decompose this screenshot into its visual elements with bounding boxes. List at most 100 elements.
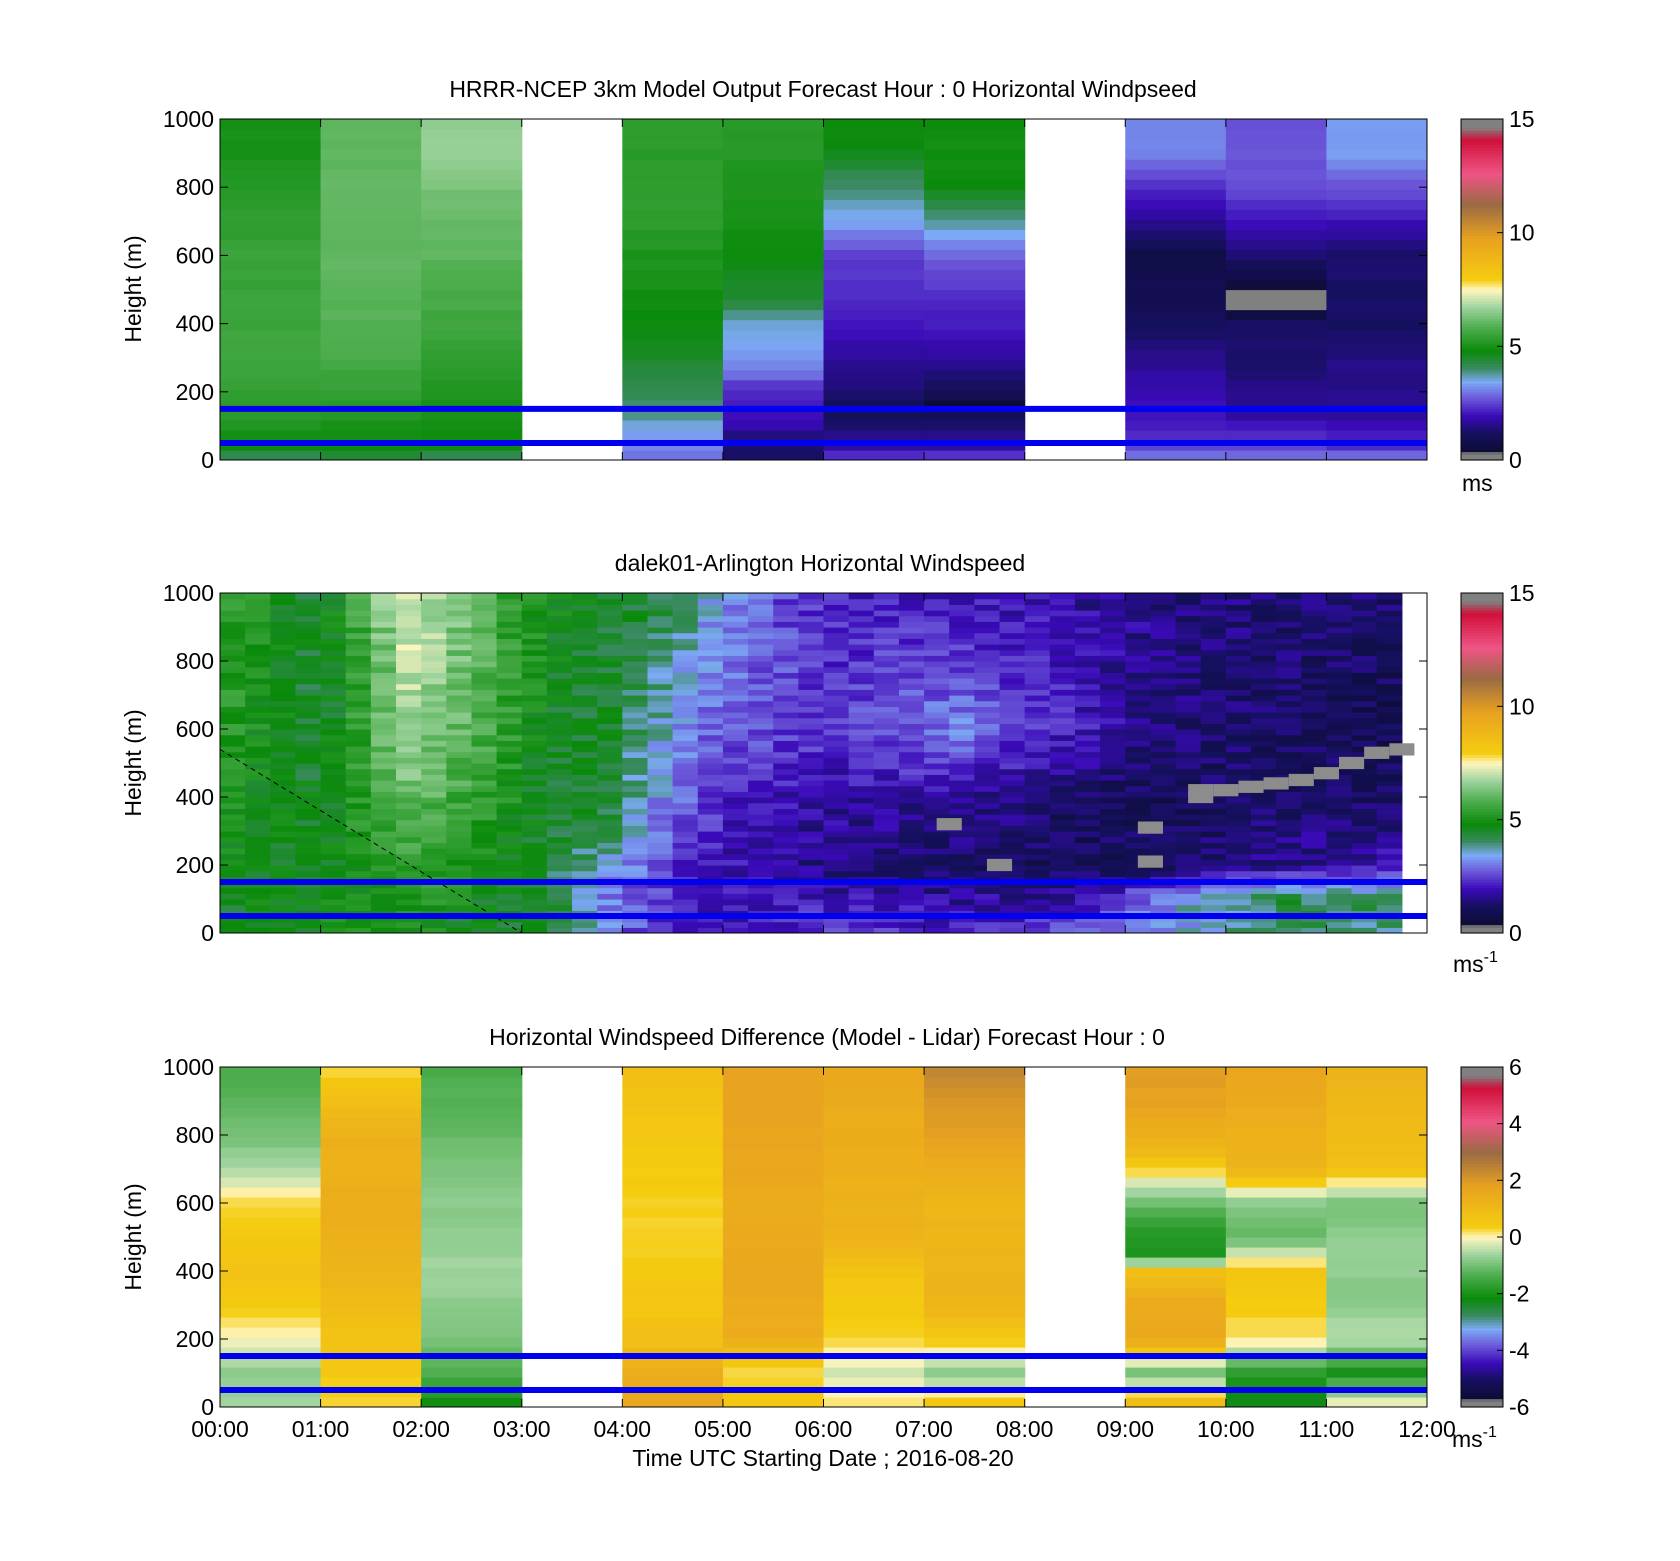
heatmap-cell: [722, 842, 749, 849]
heatmap-cell: [898, 882, 925, 889]
heatmap-cell: [1125, 179, 1227, 190]
colorbar-segment: [1461, 723, 1503, 727]
heatmap-cell: [446, 746, 473, 753]
heatmap-cell: [270, 627, 297, 634]
heatmap-cell: [295, 870, 322, 877]
heatmap-cell: [999, 768, 1026, 775]
heatmap-cell: [672, 802, 699, 809]
heatmap-cell: [848, 672, 875, 679]
heatmap-cell: [220, 899, 246, 906]
heatmap-cell: [974, 785, 1001, 792]
heatmap-cell: [722, 785, 749, 792]
heatmap-cell: [1326, 379, 1427, 391]
heatmap-cell: [1074, 712, 1101, 719]
colorbar-segment: [1461, 377, 1503, 382]
heatmap-cell: [1225, 927, 1252, 933]
heatmap-cell: [345, 904, 372, 911]
heatmap-cell: [848, 853, 875, 860]
colorbar-segment: [1461, 127, 1503, 131]
heatmap-cell: [924, 746, 950, 753]
heatmap-cell: [1376, 593, 1403, 600]
low-value-cell: [1389, 743, 1415, 756]
heatmap-cell: [1225, 429, 1328, 441]
heatmap-cell: [748, 746, 774, 753]
heatmap-cell: [295, 723, 322, 730]
heatmap-cell: [924, 429, 1026, 441]
heatmap-cell: [446, 661, 473, 668]
heatmap-cell: [722, 339, 825, 351]
colorbar-segment: [1461, 229, 1503, 234]
heatmap-cell: [823, 179, 925, 190]
heatmap-cell: [773, 700, 799, 707]
y-tick-label: 200: [176, 379, 214, 405]
heatmap-cell: [220, 746, 246, 753]
heatmap-cell: [647, 774, 674, 781]
heatmap-cell: [622, 1187, 724, 1198]
colorbar-segment: [1461, 627, 1503, 631]
heatmap-cell: [697, 927, 724, 933]
heatmap-cell: [1049, 825, 1076, 832]
heatmap-cell: [697, 904, 724, 911]
heatmap-cell: [999, 763, 1026, 770]
heatmap-cell: [1225, 149, 1328, 160]
colorbar-segment: [1461, 828, 1503, 832]
heatmap-cell: [370, 644, 397, 651]
heatmap-cell: [421, 768, 447, 775]
heatmap-cell: [1100, 604, 1126, 611]
heatmap-cell: [1074, 649, 1101, 656]
colorbar-segment: [1461, 658, 1503, 662]
heatmap-cell: [823, 349, 925, 361]
colorbar-segment: [1461, 167, 1503, 171]
heatmap-cell: [421, 593, 447, 600]
heatmap-cell: [220, 802, 246, 809]
heatmap-cell: [546, 706, 573, 713]
heatmap-cell: [496, 853, 523, 860]
heatmap-cell: [622, 604, 649, 611]
heatmap-cell: [1125, 706, 1151, 713]
heatmap-cell: [220, 199, 322, 210]
heatmap-cell: [622, 610, 649, 617]
heatmap-cell: [1225, 129, 1328, 140]
y-tick-label: 200: [176, 1326, 214, 1352]
heatmap-cell: [521, 723, 548, 730]
heatmap-cell: [999, 751, 1026, 758]
heatmap-cell: [949, 689, 975, 696]
heatmap-cell: [1301, 632, 1328, 639]
heatmap-cell: [245, 763, 271, 770]
heatmap-cell: [1125, 359, 1227, 371]
heatmap-cell: [320, 259, 422, 271]
heatmap-cell: [270, 610, 297, 617]
heatmap-cell: [999, 683, 1026, 690]
colorbar-segment: [1461, 1248, 1503, 1252]
heatmap-cell: [245, 814, 271, 821]
heatmap-cell: [722, 1257, 825, 1268]
colorbar-segment: [1461, 309, 1503, 313]
heatmap-cell: [1175, 683, 1202, 690]
heatmap-cell: [1175, 655, 1202, 662]
heatmap-cell: [647, 802, 674, 809]
heatmap-cell: [1250, 751, 1277, 758]
heatmap-cell: [295, 797, 322, 804]
heatmap-cell: [1125, 729, 1151, 736]
heatmap-cell: [421, 1397, 523, 1407]
colorbar-segment: [1461, 141, 1503, 146]
heatmap-cell: [1276, 734, 1302, 741]
heatmap-cell: [1024, 780, 1051, 787]
heatmap-cell: [1150, 899, 1177, 906]
heatmap-cell: [1024, 729, 1051, 736]
heatmap-cell: [622, 409, 724, 421]
heatmap-cell: [320, 706, 347, 713]
heatmap-cell: [622, 615, 649, 622]
heatmap-cell: [798, 638, 825, 645]
heatmap-cell: [496, 785, 523, 792]
heatmap-cell: [471, 797, 498, 804]
heatmap-cell: [924, 644, 950, 651]
heatmap-cell: [823, 712, 850, 719]
heatmap-cell: [672, 632, 699, 639]
heatmap-cell: [446, 819, 473, 826]
heatmap-cell: [949, 899, 975, 906]
heatmap-cell: [924, 740, 950, 747]
heatmap-cell: [1225, 1237, 1328, 1248]
heatmap-cell: [1225, 189, 1328, 200]
heatmap-cell: [1100, 865, 1126, 872]
